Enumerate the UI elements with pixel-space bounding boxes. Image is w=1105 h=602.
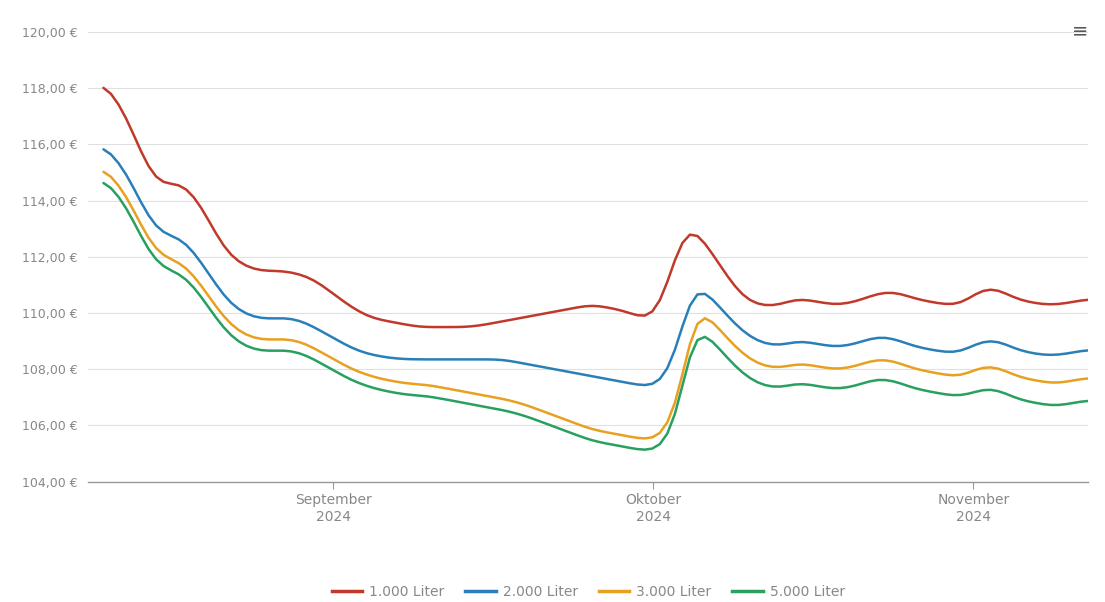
Text: ≡: ≡	[1072, 21, 1088, 40]
Legend: 1.000 Liter, 2.000 Liter, 3.000 Liter, 5.000 Liter: 1.000 Liter, 2.000 Liter, 3.000 Liter, 5…	[326, 579, 851, 602]
